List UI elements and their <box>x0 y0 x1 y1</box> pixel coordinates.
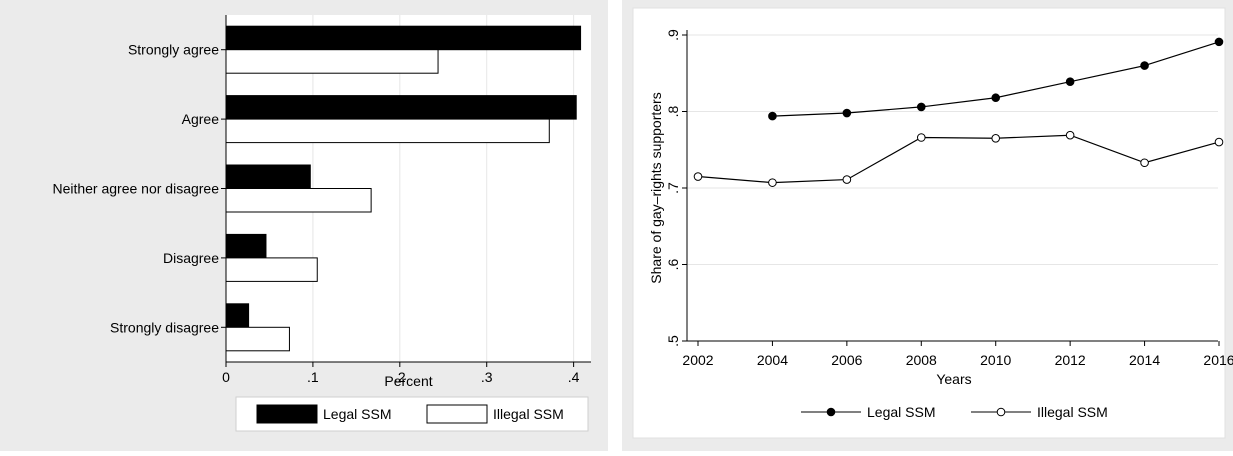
line-y-tick-label: .7 <box>665 182 681 194</box>
line-point-legal-2012 <box>1065 77 1075 86</box>
legend-swatch-illegal <box>426 404 488 424</box>
line-y-tick-label: .8 <box>665 105 681 117</box>
line-point-illegal-2014 <box>1140 158 1149 168</box>
legend-label-legal-line: Legal SSM <box>867 404 935 420</box>
bar-category-label: Strongly disagree <box>110 319 219 335</box>
legend-label-illegal: Illegal SSM <box>493 406 564 422</box>
line-point-illegal-2016 <box>1214 137 1224 147</box>
bar-legal-4 <box>225 303 250 328</box>
bar-legend: Legal SSM Illegal SSM <box>235 396 589 432</box>
bar-category-label: Strongly agree <box>128 42 219 58</box>
legend-label-legal: Legal SSM <box>323 406 391 422</box>
line-x-tick-label: 2008 <box>906 352 937 368</box>
bar-illegal-0 <box>225 49 439 74</box>
line-series-illegal <box>697 134 1220 184</box>
line-y-axis-title: Share of gay–rights supporters <box>648 92 664 283</box>
line-point-legal-2016 <box>1214 37 1224 47</box>
line-point-illegal-2008 <box>916 133 926 142</box>
bar-category-label: Neither agree nor disagree <box>52 181 219 197</box>
bar-illegal-2 <box>225 188 372 213</box>
legend-swatch-legal <box>256 404 318 424</box>
line-gridlines <box>687 34 1218 265</box>
line-x-tick-label: 2016 <box>1203 352 1233 368</box>
bar-legal-1 <box>225 95 577 120</box>
bar-illegal-3 <box>225 257 318 282</box>
bar-x-tick-label: .4 <box>568 369 580 385</box>
line-y-tick-label: .9 <box>665 29 681 41</box>
bar-legal-0 <box>225 25 582 51</box>
line-point-legal-2004 <box>768 111 777 121</box>
line-point-illegal-2002 <box>693 172 703 181</box>
line-point-legal-2014 <box>1140 61 1149 70</box>
line-y-tick-label: .5 <box>665 335 681 347</box>
line-y-ticks: .5 .6 .7 .8 .9 <box>665 29 687 347</box>
bar-category-label: Agree <box>182 111 220 127</box>
line-point-legal-2008 <box>916 102 926 112</box>
line-point-illegal-2004 <box>768 178 777 187</box>
line-x-axis-title: Years <box>936 371 971 387</box>
bar-illegal-4 <box>225 326 290 352</box>
bar-x-tick-label: .3 <box>481 369 493 385</box>
bar-category-label: Disagree <box>163 250 219 266</box>
bar-illegal-1 <box>225 118 550 144</box>
line-legend: Legal SSM Illegal SSM <box>801 404 1108 420</box>
line-point-illegal-2010 <box>991 133 1001 143</box>
bar-x-ticks: 0 .1 .2 .3 .4 <box>222 362 580 385</box>
line-x-tick-label: 2010 <box>980 352 1011 368</box>
bar-category-labels: Strongly agree Agree Neither agree nor dis… <box>52 42 226 335</box>
legend-label-illegal-line: Illegal SSM <box>1037 404 1108 420</box>
line-y-tick-label: .6 <box>665 258 681 270</box>
line-x-tick-label: 2012 <box>1055 352 1086 368</box>
bar-x-tick-label: 0 <box>222 369 230 385</box>
bar-x-tick-label: .1 <box>307 369 319 385</box>
bar-legal-3 <box>225 233 267 259</box>
line-point-legal-2010 <box>991 93 1001 103</box>
right-chart-frame <box>632 7 1226 439</box>
line-x-tick-label: 2004 <box>757 352 788 368</box>
line-x-ticks: 2002 2004 2006 2008 2010 2012 2014 2016 <box>682 341 1233 368</box>
legend-marker-legal <box>826 407 836 417</box>
legend-marker-illegal <box>996 407 1006 417</box>
line-point-illegal-2012 <box>1065 130 1075 140</box>
line-x-tick-label: 2014 <box>1129 352 1160 368</box>
line-point-illegal-2006 <box>842 175 852 184</box>
line-x-tick-label: 2006 <box>831 352 862 368</box>
bar-x-axis-title: Percent <box>384 373 432 389</box>
line-series-marks <box>693 37 1224 187</box>
line-x-tick-label: 2002 <box>682 352 713 368</box>
bar-marks <box>225 25 582 352</box>
bar-x-tick-label: .2 <box>394 369 406 385</box>
line-point-legal-2006 <box>842 108 852 118</box>
bar-legal-2 <box>225 164 311 189</box>
